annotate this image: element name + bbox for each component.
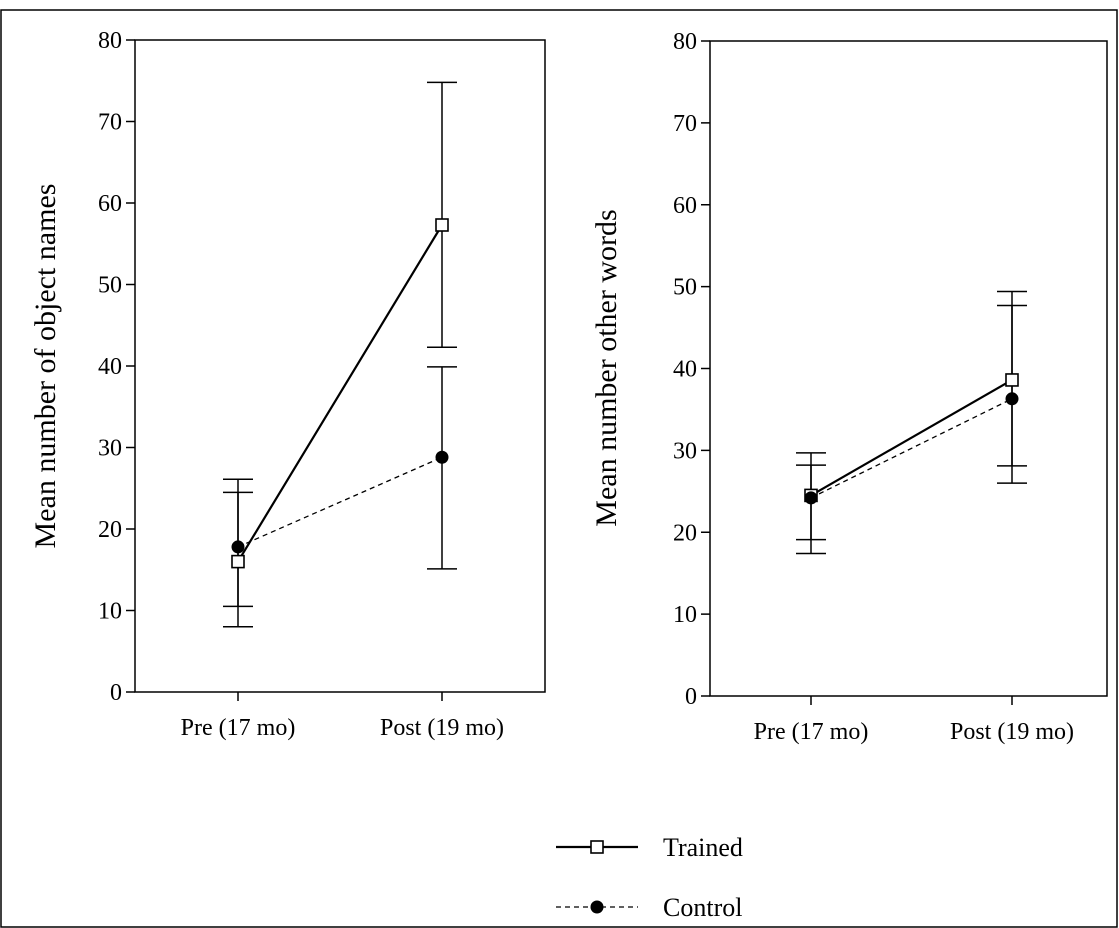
point-trained [231,554,245,569]
x-category-label: Post (19 mo) [380,715,504,741]
y-tick-label: 70 [98,110,122,136]
y-tick-label: 0 [110,680,122,706]
y-tick-label: 0 [685,684,697,710]
series-line-trained [810,379,1013,497]
point-control [231,540,245,554]
legend-marker-trained [590,840,604,854]
point-control [435,450,449,464]
point-trained [435,218,449,232]
y-tick-label: 20 [673,520,697,546]
legend-label-trained: Trained [663,833,743,862]
y-axis-label: Mean number other words [590,209,623,526]
point-control [804,491,818,505]
y-tick-label: 20 [98,517,122,543]
y-tick-label: 70 [673,111,697,137]
point-trained [1005,373,1019,387]
y-tick-label: 60 [673,193,697,219]
y-tick-label: 60 [98,191,122,217]
plot-area [709,40,1108,697]
chart-1: 0 10 20 30 40 50 60 70 80 Pre (17 mo) Post (19 mo)… [29,28,546,741]
y-tick-label: 10 [98,599,122,625]
x-category-label: Pre (17 mo) [754,719,869,745]
y-tick-label: 50 [673,275,697,301]
chart-2: 0 10 20 30 40 50 60 70 80 Pre (17 mo) Post (19 mo)… [590,29,1108,745]
plot-area [134,39,546,693]
x-category-label: Post (19 mo) [950,719,1074,745]
y-axis-label: Mean number of object names [29,184,62,549]
figure-border [0,9,1118,928]
y-tick-label: 10 [673,602,697,628]
y-tick-label: 30 [98,436,122,462]
series-line-control [810,398,1013,499]
legend-marker-control [590,900,604,914]
y-tick-label: 80 [98,28,122,54]
y-tick-label: 30 [673,438,697,464]
charts: 0 10 20 30 40 50 60 70 80 Pre (17 mo) Post (19 mo)… [29,28,1108,745]
legend: Trained Control [556,833,743,922]
series-line-trained [237,224,443,563]
y-tick-label: 40 [98,354,122,380]
y-tick-label: 40 [673,357,697,383]
series-line-control [237,456,443,548]
point-control [1005,392,1019,406]
y-tick-label: 50 [98,273,122,299]
y-tick-label: 80 [673,29,697,55]
x-category-label: Pre (17 mo) [181,715,296,741]
legend-label-control: Control [663,893,742,922]
